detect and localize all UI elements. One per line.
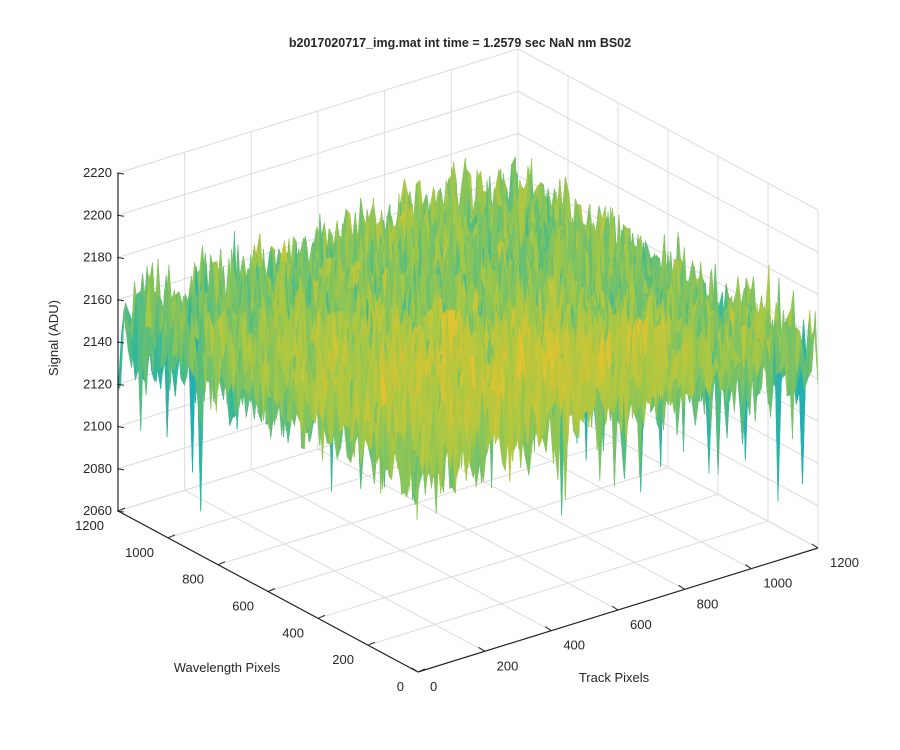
wall-gridline: [517, 133, 819, 295]
floor-gridline: [217, 440, 619, 566]
floor-gridline: [367, 520, 769, 646]
floor-gridline: [317, 493, 719, 619]
axes-grid: [117, 48, 819, 673]
wall-gridline: [517, 48, 819, 211]
wall-gridline: [517, 90, 819, 253]
wall-gridline: [117, 133, 519, 258]
floor-gridline: [267, 467, 669, 592]
signal-surface: [117, 156, 819, 520]
wall-gridline: [117, 48, 519, 174]
chart-title: b2017020717_img.mat int time = 1.2579 se…: [289, 36, 631, 50]
wall-gridline: [117, 90, 519, 216]
